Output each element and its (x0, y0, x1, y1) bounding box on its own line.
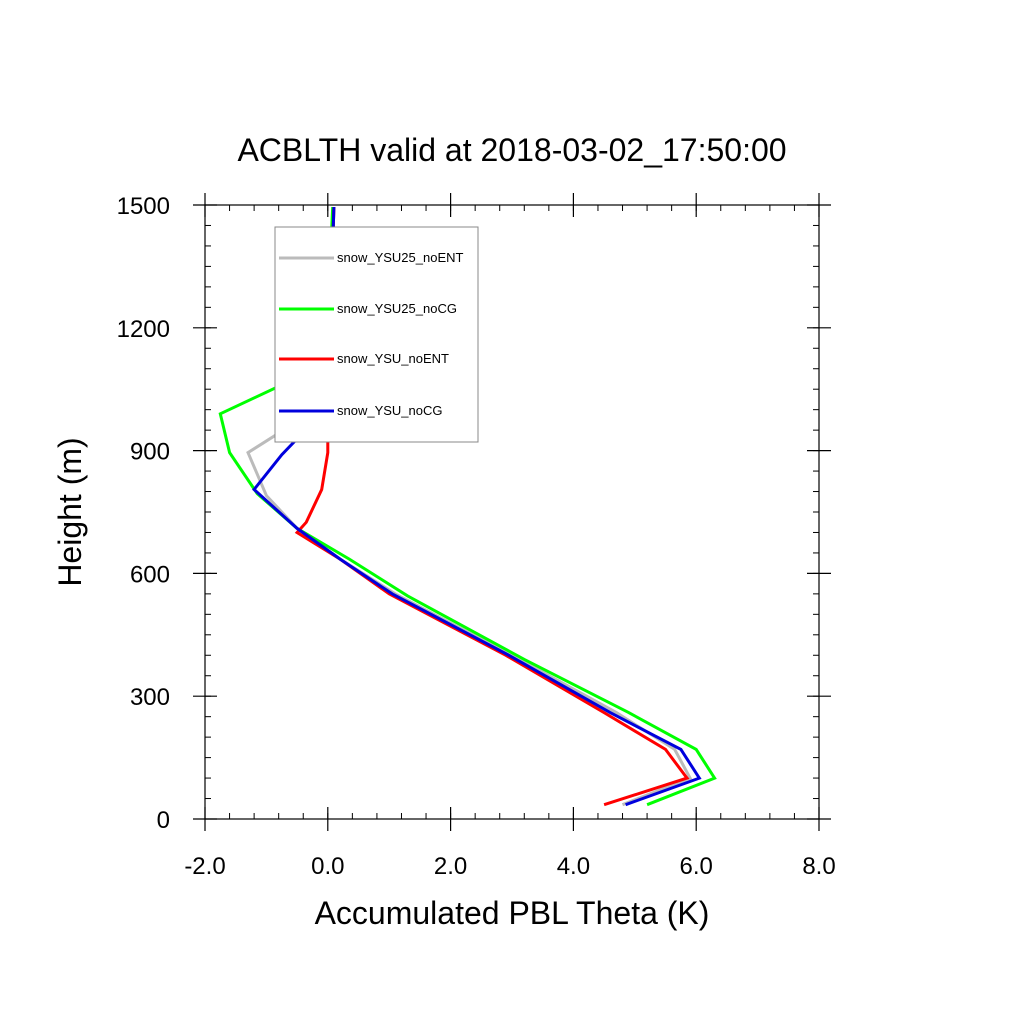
x-tick-label: 4.0 (557, 853, 590, 880)
y-tick-label: 0 (157, 807, 170, 834)
x-tick-label: 8.0 (802, 853, 835, 880)
y-tick-label: 1500 (117, 193, 170, 220)
legend-label: snow_YSU_noENT (337, 351, 449, 366)
x-axis-label: Accumulated PBL Theta (K) (315, 895, 710, 931)
x-tick-label: 6.0 (680, 853, 713, 880)
y-axis-label: Height (m) (52, 437, 88, 586)
chart-title: ACBLTH valid at 2018-03-02_17:50:00 (237, 132, 786, 168)
legend-box (274, 226, 479, 443)
x-tick-label: 2.0 (434, 853, 467, 880)
y-tick-label: 900 (130, 439, 170, 466)
x-tick-label: -2.0 (184, 853, 225, 880)
legend: snow_YSU25_noENT snow_YSU25_noCG snow_YSU_… (274, 226, 479, 443)
major-ticks: -2.0 0.0 2.0 4.0 6.0 8.0 0 300 600 900 1200 1500 (117, 193, 836, 880)
y-tick-label: 300 (130, 684, 170, 711)
y-tick-label: 600 (130, 561, 170, 588)
y-tick-label: 1200 (117, 316, 170, 343)
legend-label: snow_YSU25_noENT (337, 250, 464, 265)
legend-label: snow_YSU25_noCG (337, 301, 457, 316)
legend-label: snow_YSU_noCG (337, 403, 443, 418)
x-tick-label: 0.0 (311, 853, 344, 880)
